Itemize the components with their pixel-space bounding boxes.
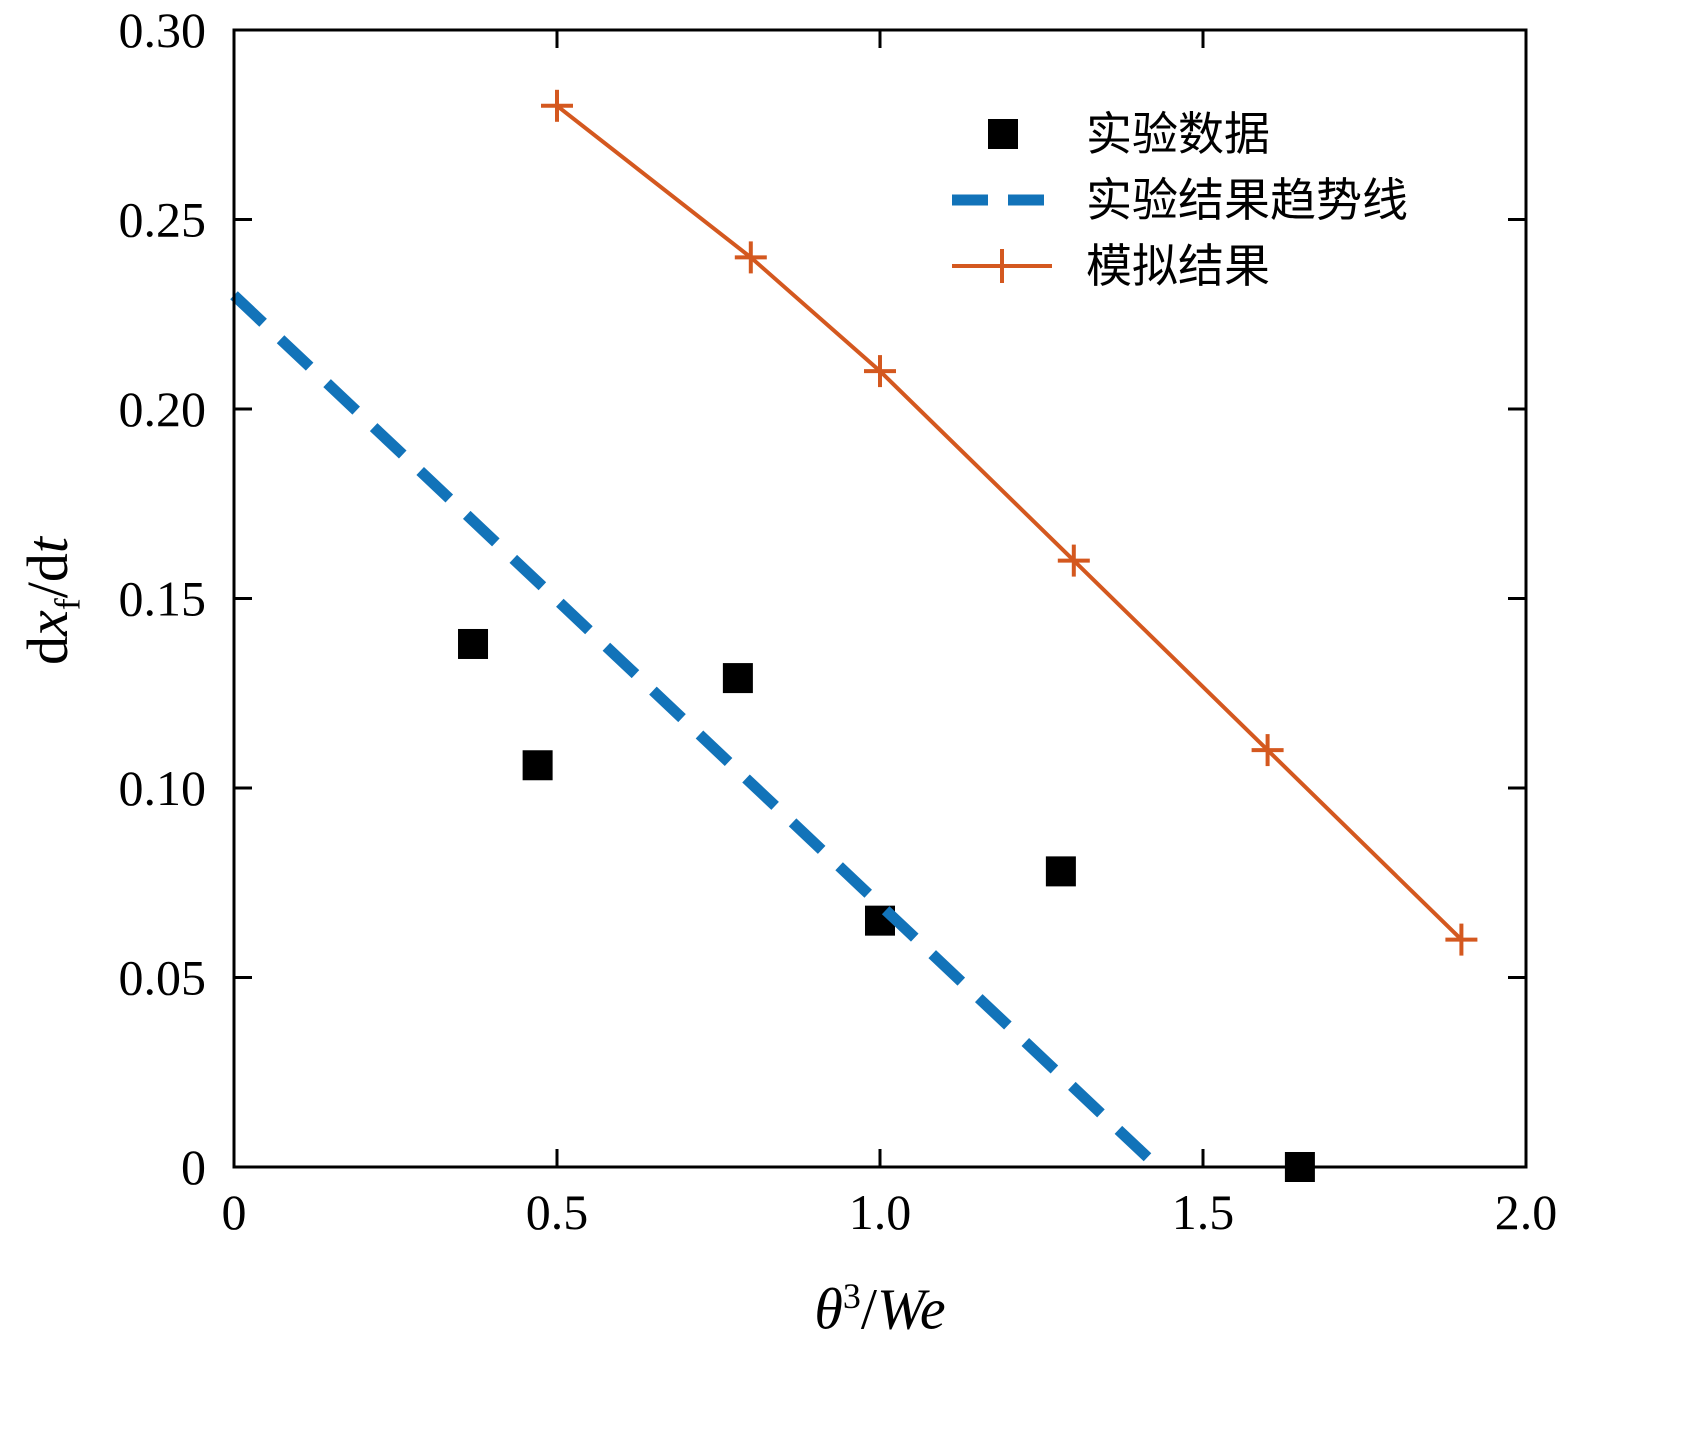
y-tick-label: 0.10 [119, 760, 207, 816]
series-line-2 [555, 104, 1463, 942]
x-tick-label: 2.0 [1495, 1184, 1558, 1240]
ylabel-part-d: d [15, 636, 80, 665]
x-tick-label: 1.5 [1172, 1184, 1235, 1240]
legend-label-experimental-data: 实验数据 [1086, 106, 1270, 161]
xlabel-part-slash: / [860, 1276, 877, 1342]
ylabel-part-slash-d: /d [15, 553, 80, 599]
plus-line-icon [952, 249, 1052, 283]
ylabel-part-x: x [15, 610, 80, 636]
xlabel-part-theta: θ [814, 1276, 843, 1342]
y-axis-label: dxf/dt [13, 341, 88, 861]
y-tick-label: 0.25 [119, 192, 207, 248]
legend-item-trend-line: 实验结果趋势线 [952, 174, 1408, 226]
x-axis-label: θ3/We [700, 1256, 1060, 1341]
y-tick-label: 0 [181, 1139, 206, 1195]
xlabel-part-we: We [876, 1276, 946, 1342]
x-tick-label: 0.5 [526, 1184, 589, 1240]
series-line-1 [230, 291, 1162, 1172]
y-tick-label: 0.30 [119, 2, 207, 58]
data-point-square [1045, 856, 1076, 887]
data-point-square [722, 663, 753, 694]
x-tick-label: 0 [222, 1184, 247, 1240]
data-point-square [522, 750, 553, 781]
legend-item-simulation: 模拟结果 [952, 240, 1408, 292]
legend-label-trend-line: 实验结果趋势线 [1086, 172, 1408, 227]
legend-label-simulation: 模拟结果 [1086, 238, 1270, 293]
legend-item-experimental-data: 实验数据 [952, 108, 1408, 160]
legend: 实验数据 实验结果趋势线 模拟结果 [952, 108, 1408, 292]
y-tick-label: 0.15 [119, 571, 207, 627]
ylabel-part-sub-f: f [47, 598, 88, 611]
xlabel-part-sup-3: 3 [842, 1276, 861, 1316]
square-marker-icon [988, 119, 1018, 149]
ylabel-part-t: t [15, 537, 80, 554]
x-tick-label: 1.0 [849, 1184, 912, 1240]
y-tick-label: 0.20 [119, 381, 207, 437]
data-point-square [458, 628, 489, 659]
y-tick-label: 0.05 [119, 950, 207, 1006]
dashed-line-icon [952, 194, 1052, 206]
